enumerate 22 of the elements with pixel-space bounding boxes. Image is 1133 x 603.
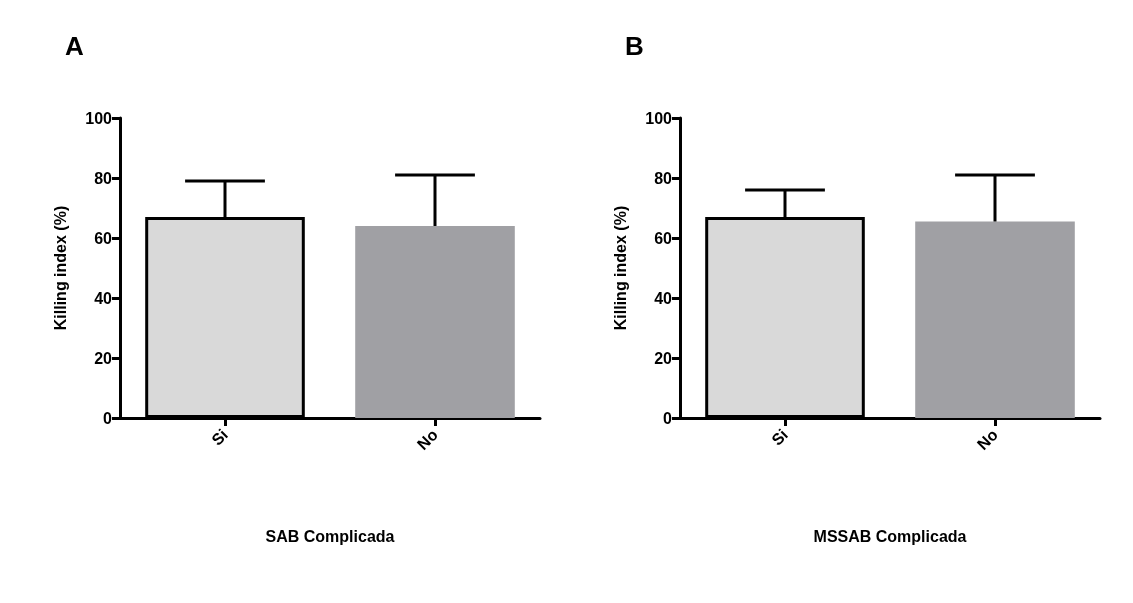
y-tick-label: 40 <box>94 289 113 307</box>
x-axis-title: MSSAB Complicada <box>813 527 967 545</box>
y-tick-label: 0 <box>663 409 673 427</box>
y-tick-label: 100 <box>645 109 673 127</box>
x-axis-title: SAB Complicada <box>265 527 395 545</box>
x-tick-label: No <box>973 425 1002 454</box>
y-tick-label: 80 <box>654 169 673 187</box>
y-axis-title: Killing index (%) <box>611 205 629 331</box>
y-tick-label: 80 <box>94 169 113 187</box>
y-tick-label: 0 <box>103 409 113 427</box>
y-tick-label: 100 <box>85 109 113 127</box>
x-tick-label: Si <box>768 425 792 449</box>
y-tick-label: 20 <box>654 349 673 367</box>
y-tick-label: 60 <box>94 229 113 247</box>
y-axis-title: Killing index (%) <box>51 205 69 331</box>
chart-title: A <box>65 31 84 61</box>
x-tick-label: No <box>413 425 442 454</box>
y-tick-label: 20 <box>94 349 113 367</box>
y-tick-label: 60 <box>654 229 673 247</box>
x-tick-label: Si <box>208 425 232 449</box>
chart-title: B <box>625 31 644 61</box>
y-tick-label: 40 <box>654 289 673 307</box>
